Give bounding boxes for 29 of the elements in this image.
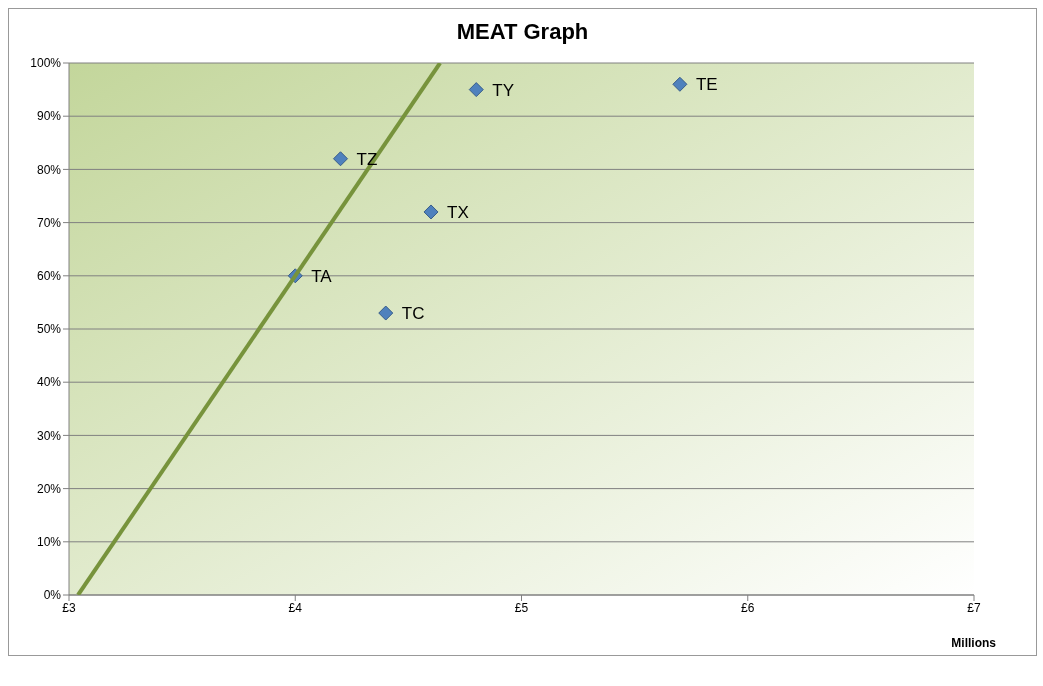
y-tick-label: 0% [43,588,62,603]
x-tick-label: £5 [514,600,529,615]
point [378,305,394,321]
y-tick-label: 20% [36,481,62,496]
x-tick-label: £4 [288,600,303,615]
annotation: TX [447,203,469,222]
y-tick-label: 100% [30,56,62,71]
annotation: TE [695,75,718,95]
point [333,151,348,167]
x-axis-title: Millions [951,636,997,650]
x-tick-label: £6 [741,600,755,615]
y-tick-label: 90% [36,109,62,124]
annotation: TY [492,80,514,100]
y-tick-label: 10% [36,535,62,550]
y-tick-label: 60% [36,269,62,284]
point [468,82,484,98]
annotation: TZ [356,149,378,169]
point [423,204,439,220]
y-tick-label: 50% [36,322,62,337]
x-tick-label: £3 [62,600,76,615]
y-tick-label: 30% [36,428,62,443]
annotation: TA [311,266,333,286]
y-tick-label: 80% [36,162,62,177]
chart-title: MEAT Graph [455,19,590,45]
y-tick-label: 70% [36,215,62,230]
point [672,76,688,92]
x-tick-label: £7 [967,600,981,615]
annotation: TC [401,304,425,324]
y-tick-label: 40% [36,375,62,390]
